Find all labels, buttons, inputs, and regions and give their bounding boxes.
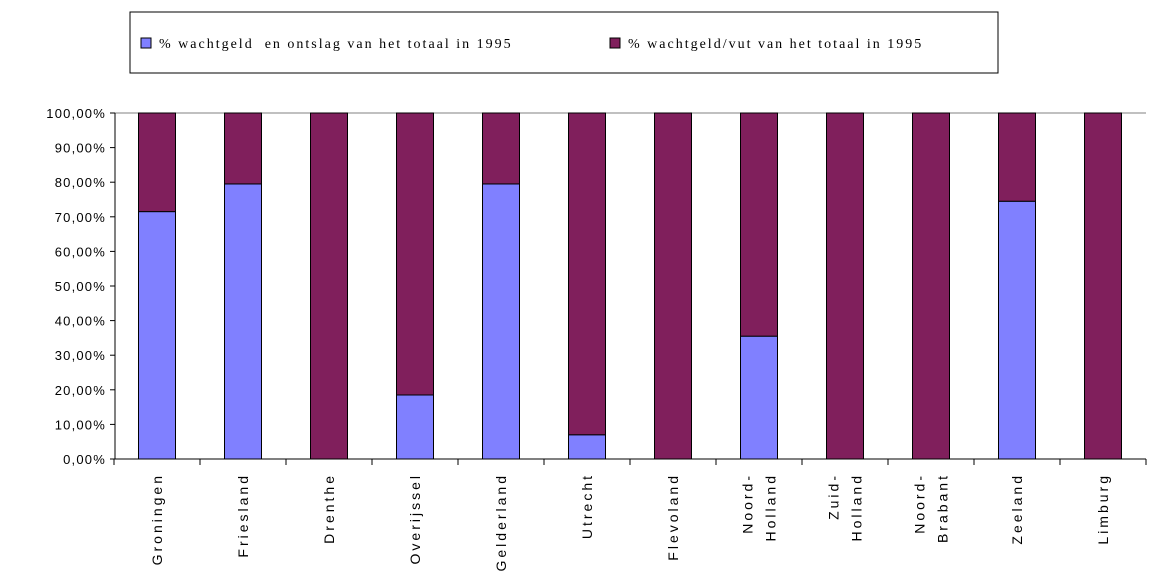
bar-segment — [568, 112, 606, 436]
bar-segment — [998, 112, 1036, 202]
bar-segment — [482, 112, 520, 185]
y-tick-label: 90,00% — [55, 141, 106, 156]
x-category-label: Limburg — [1095, 473, 1111, 545]
bar-segment — [740, 335, 778, 460]
x-category-label: Flevoland — [665, 473, 681, 561]
bar-segment — [396, 394, 434, 460]
bar-segment — [224, 183, 262, 460]
x-category-label: Gelderland — [493, 473, 509, 572]
x-category-label: Friesland — [235, 473, 251, 558]
axes — [113, 113, 1147, 465]
y-tick-label: 80,00% — [55, 175, 106, 190]
bar-segment — [998, 200, 1036, 460]
bar-segment — [224, 112, 262, 185]
bar-segment — [740, 112, 778, 337]
x-category-label: Drenthe — [321, 473, 337, 544]
y-tick-label: 60,00% — [55, 244, 106, 259]
bar-segment — [826, 112, 864, 460]
x-category-label: Brabant — [935, 473, 951, 543]
bar-segment — [1084, 112, 1122, 460]
y-tick-label: 70,00% — [55, 210, 106, 225]
legend-label-series-1: % wachtgeld en ontslag van het totaal in… — [159, 37, 513, 52]
x-category-label: Noord- — [740, 473, 756, 534]
y-tick-label: 100,00% — [46, 106, 106, 121]
x-category-label: Zeeland — [1009, 473, 1025, 545]
x-axis-categories: Groningen Friesland Drenthe Overijssel Gelde… — [149, 473, 1111, 572]
bar-segment — [482, 183, 520, 460]
legend-swatch-series-1 — [140, 37, 152, 49]
bar-segment — [310, 112, 348, 460]
y-tick-label: 10,00% — [55, 417, 106, 432]
bar-segment — [396, 112, 434, 396]
bar-segment — [138, 112, 176, 213]
x-category-label: Holland — [849, 473, 865, 541]
y-tick-label: 40,00% — [55, 314, 106, 329]
y-tick-label: 0,00% — [63, 452, 106, 467]
bar-segment — [568, 434, 606, 460]
legend-swatch-series-2 — [609, 37, 621, 49]
y-tick-label: 50,00% — [55, 279, 106, 294]
x-category-label: Utrecht — [579, 473, 595, 539]
legend-label-series-2: % wachtgeld/vut van het totaal in 1995 — [628, 37, 923, 52]
bar-segment — [138, 211, 176, 460]
x-category-label: Holland — [763, 473, 779, 541]
x-category-label: Zuid- — [826, 473, 842, 520]
x-category-label: Groningen — [149, 473, 165, 565]
legend-frame — [129, 11, 999, 74]
legend: % wachtgeld en ontslag van het totaal in… — [129, 11, 999, 74]
x-category-label: Noord- — [912, 473, 928, 534]
y-tick-label: 30,00% — [55, 348, 106, 363]
y-tick-label: 20,00% — [55, 383, 106, 398]
bars — [138, 112, 1122, 460]
y-axis-ticks: 0,00% 10,00% 20,00% 30,00% 40,00% 50,00% 60,00… — [46, 106, 115, 467]
bar-segment — [654, 112, 692, 460]
bar-segment — [912, 112, 950, 460]
x-category-label: Overijssel — [407, 473, 423, 564]
